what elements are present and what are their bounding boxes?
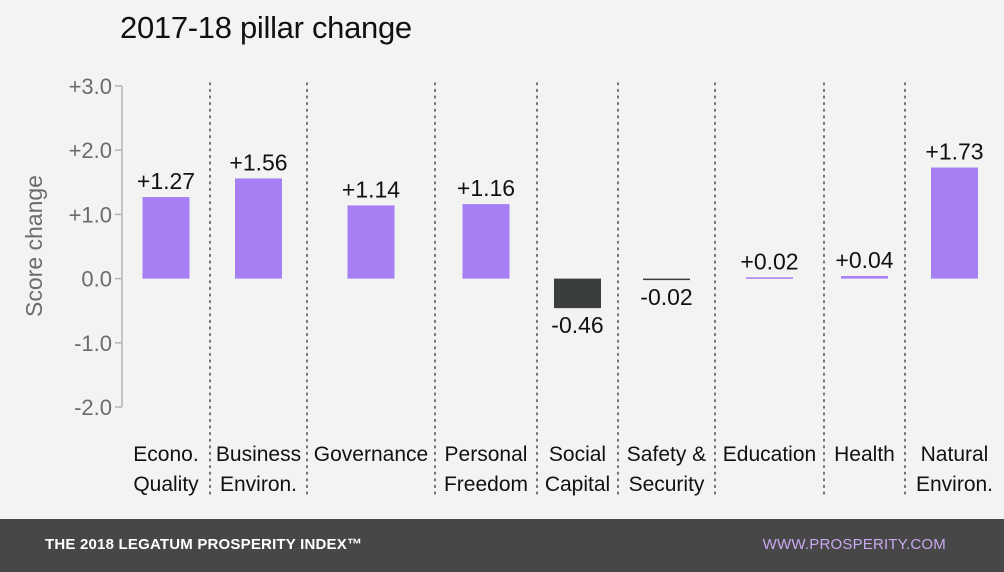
category-label: Freedom: [444, 473, 528, 496]
category-label: Security: [629, 473, 705, 496]
data-label: -0.46: [551, 312, 603, 338]
y-tick-label: -1.0: [74, 331, 112, 356]
bar-chart: +3.0 +2.0 +1.0 0.0 -1.0 -2.0 Score change +1.27…: [21, 74, 993, 498]
data-label: +1.14: [342, 176, 400, 202]
category-label: Capital: [545, 473, 610, 496]
bar: [462, 204, 510, 279]
bar: [643, 278, 690, 281]
data-label: +0.04: [835, 247, 893, 273]
data-label: +1.73: [925, 139, 983, 165]
footer-brand: THE 2018 LEGATUM PROSPERITY INDEX™: [45, 536, 363, 553]
data-label: -0.02: [640, 284, 692, 310]
category-label: Education: [723, 443, 816, 466]
footer-bar: THE 2018 LEGATUM PROSPERITY INDEX™ WWW.P…: [0, 519, 1004, 572]
data-label: +0.02: [740, 248, 798, 274]
category-label: Health: [834, 443, 895, 466]
bar: [235, 178, 282, 279]
bar: [841, 276, 888, 279]
y-tick-label: +1.0: [69, 202, 112, 227]
category-label: Governance: [314, 443, 428, 466]
data-label: +1.16: [457, 175, 515, 201]
category-label: Environ.: [916, 473, 993, 496]
y-tick-label: +2.0: [69, 138, 112, 163]
data-label: +1.27: [137, 168, 195, 194]
chart-title: 2017-18 pillar change: [120, 10, 412, 45]
bar: [142, 197, 190, 279]
category-label: Natural: [921, 443, 989, 466]
bar: [347, 205, 395, 279]
category-label: Social: [549, 443, 606, 466]
y-axis-label: Score change: [21, 175, 47, 317]
bar: [554, 278, 601, 309]
bar: [931, 167, 978, 279]
data-label: +1.56: [229, 149, 287, 175]
bar: [746, 277, 793, 279]
category-label: Environ.: [220, 473, 297, 496]
y-tick-label: +3.0: [69, 74, 112, 99]
y-tick-label: -2.0: [74, 395, 112, 420]
category-label: Business: [216, 443, 301, 466]
category-label: Econo.: [133, 443, 198, 466]
category-label: Personal: [445, 443, 528, 466]
category-label: Safety &: [627, 443, 706, 466]
y-tick-label: 0.0: [81, 267, 112, 292]
category-label: Quality: [133, 473, 199, 496]
footer-website-link[interactable]: WWW.PROSPERITY.COM: [762, 536, 946, 553]
